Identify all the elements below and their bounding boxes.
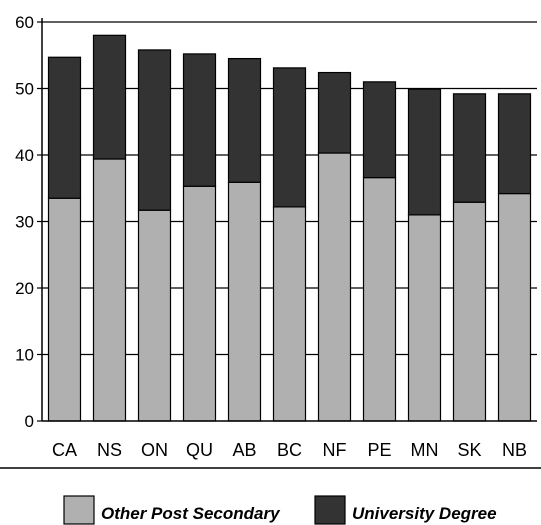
bar-university-degree-ns [92,34,127,160]
x-tick-label: MN [411,440,439,460]
bar-other-post-secondary-on [137,209,172,422]
bar-other-post-secondary-ca [47,197,82,422]
bar-university-degree-sk [452,93,487,203]
bar-university-degree-mn [407,88,442,216]
x-tick-label: QU [186,440,213,460]
bars [47,34,532,422]
bar-university-degree-qu [182,53,217,187]
bar-other-post-secondary-pe [362,177,397,422]
legend-label-other-post-secondary: Other Post Secondary [101,504,281,523]
bar-university-degree-ca [47,56,82,199]
legend-label-university-degree: University Degree [352,504,497,523]
x-tick-label: PE [367,440,391,460]
legend-swatch-university-degree [314,495,346,525]
x-tick-label: NS [97,440,122,460]
x-tick-label: AB [232,440,256,460]
y-axis-ticks: 0 10 20 30 40 50 60 [15,13,42,431]
bar-other-post-secondary-mn [407,214,442,422]
bar-other-post-secondary-sk [452,201,487,422]
x-tick-label: BC [277,440,302,460]
bar-other-post-secondary-nf [317,152,352,422]
bar-other-post-secondary-ns [92,158,127,422]
y-tick-label: 60 [15,13,34,32]
bar-other-post-secondary-nb [497,192,532,422]
y-tick-label: 0 [25,412,34,431]
bar-university-degree-nf [317,71,352,154]
y-tick-label: 10 [15,346,34,365]
bar-other-post-secondary-bc [272,206,307,422]
y-tick-label: 50 [15,80,34,99]
bar-university-degree-pe [362,81,397,179]
y-tick-label: 30 [15,213,34,232]
x-tick-label: NF [323,440,347,460]
x-axis-labels: CA NS ON QU AB BC NF PE MN SK NB [52,440,527,460]
x-tick-label: CA [52,440,77,460]
bar-university-degree-bc [272,67,307,208]
bar-university-degree-on [137,49,172,211]
bar-other-post-secondary-qu [182,185,217,422]
x-tick-label: SK [457,440,481,460]
axes [41,18,537,422]
y-tick-label: 40 [15,146,34,165]
legend-swatch-other-post-secondary [63,495,95,525]
y-tick-label: 20 [15,279,34,298]
bar-other-post-secondary-ab [227,181,262,422]
bar-university-degree-ab [227,57,262,183]
x-tick-label: ON [141,440,168,460]
x-tick-label: NB [502,440,527,460]
legend: Other Post Secondary University Degree [0,467,541,525]
bar-university-degree-nb [497,93,532,195]
